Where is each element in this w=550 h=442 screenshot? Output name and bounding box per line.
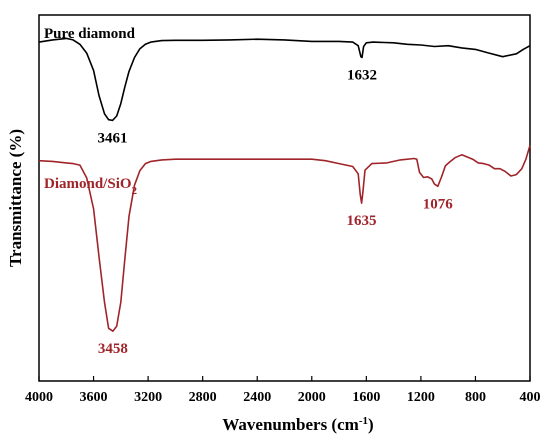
- peak-label-3461: 3461: [98, 130, 128, 146]
- x-axis-ticks: 4000 3600 3200 2800 2400 2000 1600 1200 800 400: [25, 376, 541, 405]
- peak-label-1076: 1076: [423, 196, 454, 212]
- peak-label-1635: 1635: [347, 213, 377, 229]
- plot-frame: [38, 14, 531, 382]
- peak-label-3458: 3458: [98, 341, 128, 357]
- x-tick-label-1600: 1600: [352, 390, 380, 405]
- x-axis-title: Wavenumbers (cm-1): [222, 415, 373, 434]
- series-label-pure-diamond: Pure diamond: [44, 26, 136, 42]
- x-tick-label-2000: 2000: [298, 390, 326, 405]
- x-tick-label-800: 800: [465, 390, 486, 405]
- x-tick-label-400: 400: [520, 390, 541, 405]
- x-tick-label-4000: 4000: [25, 390, 53, 405]
- series-line-pure-diamond: [38, 37, 531, 122]
- peak-annotations: 3461 1632 3458 1635 1076: [98, 67, 454, 357]
- x-tick-label-3200: 3200: [134, 390, 162, 405]
- series-layer: [38, 37, 531, 333]
- series-line-diamond-sio2: [38, 145, 531, 333]
- x-tick-label-1200: 1200: [407, 390, 435, 405]
- series-label-diamond-sio2: Diamond/SiO2: [44, 176, 138, 197]
- series-labels: Pure diamond Diamond/SiO2: [44, 26, 138, 197]
- y-axis-title: Transmittance (%): [6, 129, 25, 267]
- peak-label-1632: 1632: [347, 67, 377, 83]
- x-tick-label-3600: 3600: [80, 390, 108, 405]
- x-tick-label-2400: 2400: [243, 390, 271, 405]
- x-tick-label-2800: 2800: [189, 390, 217, 405]
